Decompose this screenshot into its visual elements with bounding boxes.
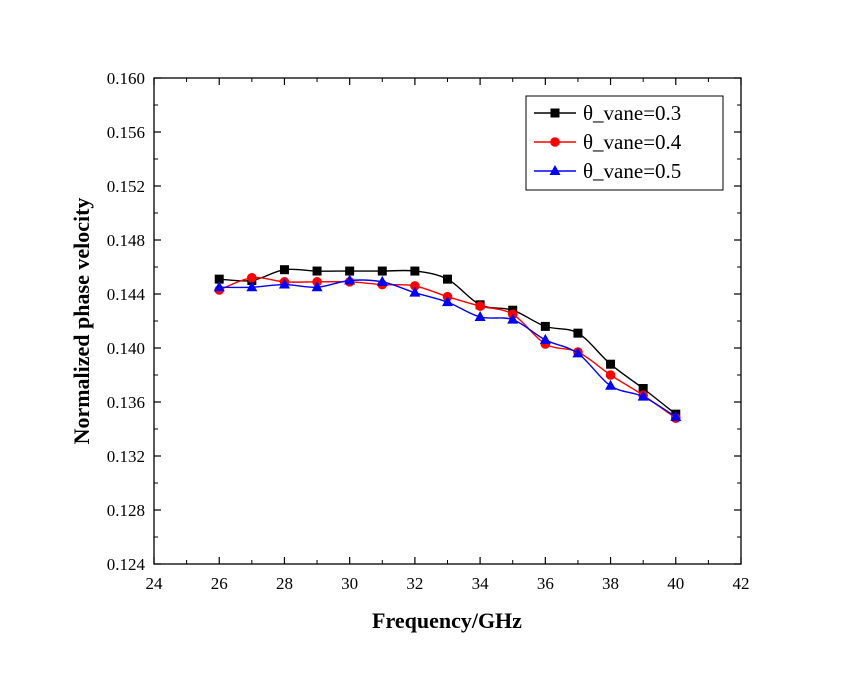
data-point xyxy=(572,347,584,358)
y-tick-label: 0.124 xyxy=(107,555,146,574)
data-point xyxy=(442,296,453,307)
x-tick-label: 30 xyxy=(341,574,358,593)
x-tick-label: 42 xyxy=(733,574,750,593)
series-2 xyxy=(214,273,681,424)
data-point xyxy=(311,281,323,292)
x-tick-label: 38 xyxy=(602,574,619,593)
data-point xyxy=(573,328,583,338)
data-point xyxy=(345,266,355,276)
y-tick-label: 0.152 xyxy=(107,177,145,196)
y-tick-label: 0.128 xyxy=(107,501,145,520)
data-point xyxy=(377,266,387,276)
data-point xyxy=(410,281,420,291)
y-tick-label: 0.144 xyxy=(107,285,146,304)
y-tick-label: 0.156 xyxy=(107,123,145,142)
data-point xyxy=(638,384,648,393)
legend-marker xyxy=(550,137,560,147)
y-tick-label: 0.160 xyxy=(107,69,145,88)
data-point xyxy=(312,266,322,276)
x-tick-labels: 24 26 28 30 32 34 36 38 40 42 xyxy=(146,574,750,593)
series-3 xyxy=(213,274,682,421)
data-point xyxy=(606,359,616,369)
data-point xyxy=(670,410,682,421)
legend-label: θ_vane=0.4 xyxy=(583,130,682,154)
data-point xyxy=(214,274,224,284)
legend-marker xyxy=(550,108,560,118)
data-point xyxy=(278,278,290,289)
data-point xyxy=(409,286,421,297)
x-tick-label: 36 xyxy=(537,574,554,593)
axis-ticks xyxy=(153,77,742,565)
data-point xyxy=(475,301,485,311)
legend-items: θ_vane=0.3 θ_vane=0.4 θ_vane=0.5 xyxy=(534,101,682,183)
y-tick-label: 0.140 xyxy=(107,339,145,358)
legend-marker xyxy=(549,165,561,175)
x-tick-label: 40 xyxy=(667,574,684,593)
legend-item: θ_vane=0.4 xyxy=(534,130,682,154)
data-point xyxy=(605,379,617,390)
y-axis-title: Normalized phase velocity xyxy=(69,198,94,445)
x-tick-label: 28 xyxy=(276,574,293,593)
x-tick-label: 24 xyxy=(146,574,164,593)
data-point xyxy=(637,390,649,401)
data-point xyxy=(246,281,258,292)
data-point xyxy=(279,265,289,275)
legend-label: θ_vane=0.5 xyxy=(583,159,681,183)
data-point xyxy=(605,370,616,380)
series-layer xyxy=(213,265,682,424)
legend-item: θ_vane=0.3 xyxy=(534,101,681,125)
data-point xyxy=(213,281,225,292)
data-point xyxy=(410,266,420,276)
y-tick-labels: 0.124 0.128 0.132 0.136 0.140 0.144 0.148 0.152… xyxy=(107,69,146,574)
data-point xyxy=(247,273,257,283)
data-point xyxy=(539,333,551,344)
x-tick-label: 34 xyxy=(472,574,490,593)
data-point xyxy=(344,274,356,285)
x-tick-label: 26 xyxy=(211,574,228,593)
x-tick-label: 32 xyxy=(406,574,423,593)
data-point xyxy=(376,275,388,286)
x-axis-title: Frequency/GHz xyxy=(372,608,522,633)
legend-item: θ_vane=0.5 xyxy=(534,159,681,183)
data-point xyxy=(443,274,452,284)
y-tick-label: 0.132 xyxy=(107,447,145,466)
legend: θ_vane=0.3 θ_vane=0.4 θ_vane=0.5 xyxy=(525,95,724,191)
legend-label: θ_vane=0.3 xyxy=(583,101,681,125)
data-point xyxy=(507,313,519,324)
series-line xyxy=(219,268,677,415)
data-point xyxy=(540,321,550,331)
data-point xyxy=(474,310,486,321)
y-tick-label: 0.136 xyxy=(107,393,145,412)
y-tick-label: 0.148 xyxy=(107,231,145,250)
